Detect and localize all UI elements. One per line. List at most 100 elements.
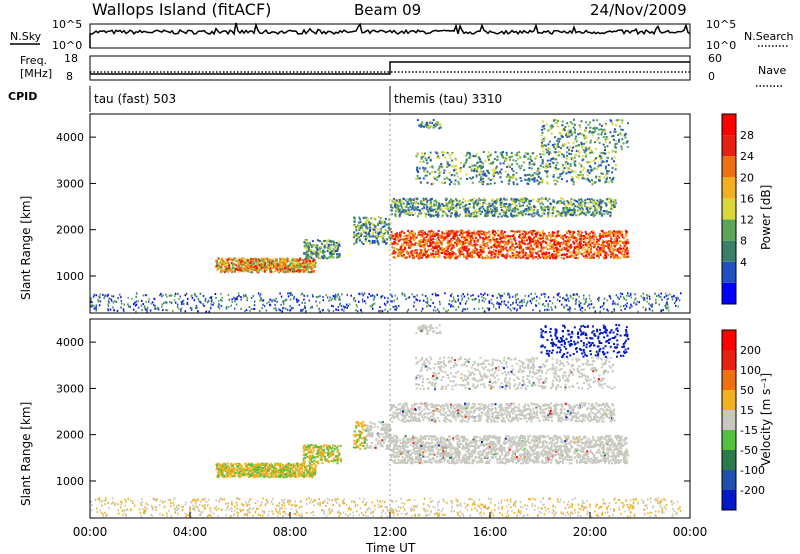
heat-cell: [576, 200, 579, 203]
heat-cell: [603, 248, 606, 251]
heat-cell: [453, 252, 456, 255]
scatter-cell: [137, 306, 140, 309]
heat-cell: [464, 205, 467, 208]
heat-cell: [409, 241, 412, 244]
heat-cell: [585, 250, 588, 253]
heat-cell: [547, 212, 550, 215]
heat-cell: [477, 215, 480, 218]
heat-cell: [498, 241, 501, 244]
heat-cell: [459, 177, 462, 180]
scatter-cell: [380, 295, 383, 298]
heat-cell: [361, 226, 364, 229]
heat-cell: [250, 263, 253, 266]
heat-cell: [609, 230, 612, 233]
scatter-cell: [576, 293, 578, 296]
heat-cell: [496, 198, 499, 201]
heat-cell: [459, 162, 462, 165]
heat-cell: [600, 243, 603, 246]
scatter-cell: [344, 306, 346, 309]
heat-cell: [312, 258, 315, 261]
heat-cell: [580, 246, 583, 249]
heat-cell: [624, 249, 627, 252]
scatter-cell: [120, 306, 122, 309]
heat-cell: [562, 207, 565, 210]
heat-cell: [605, 198, 608, 201]
scatter-cell: [664, 304, 666, 307]
heat-cell: [441, 233, 444, 236]
heat-cell: [596, 203, 599, 206]
scatter-cell: [401, 293, 404, 296]
scatter-cell: [303, 298, 305, 301]
heat-cell: [476, 249, 479, 252]
heat-cell: [437, 211, 440, 214]
scatter-cell: [565, 299, 567, 302]
heat-cell: [470, 236, 473, 239]
heat-cell: [481, 249, 484, 252]
heat-cell: [423, 203, 426, 206]
heat-cell: [621, 234, 624, 237]
heat-cell: [306, 263, 309, 266]
heat-cell: [581, 211, 584, 214]
heat-cell: [435, 251, 438, 254]
heat-cell: [485, 257, 488, 260]
heat-cell: [328, 256, 331, 259]
heat-cell: [404, 199, 407, 202]
heat-cell: [479, 252, 482, 255]
scatter-cell: [395, 305, 397, 308]
heat-cell: [530, 199, 533, 202]
heat-cell: [466, 251, 469, 254]
heat-cell: [472, 197, 475, 200]
scatter-cell: [464, 308, 467, 311]
heat-cell: [467, 200, 470, 203]
heat-cell: [478, 202, 481, 205]
heat-cell: [527, 213, 530, 216]
scatter-cell: [415, 308, 417, 311]
heat-cell: [528, 203, 531, 206]
heat-cell: [231, 271, 234, 274]
heat-cell: [548, 153, 551, 156]
heat-cell: [564, 243, 567, 246]
heat-cell: [527, 246, 530, 249]
heat-cell: [443, 236, 446, 239]
heat-cell: [601, 229, 604, 232]
heat-cell: [467, 214, 470, 217]
heat-cell: [518, 255, 521, 258]
heat-cell: [586, 236, 589, 239]
heat-cell: [542, 232, 545, 235]
heat-cell: [557, 249, 560, 252]
heat-cell: [568, 233, 571, 236]
scatter-cell: [631, 305, 633, 308]
scatter-cell: [415, 298, 417, 301]
scatter-cell: [408, 296, 411, 299]
heat-cell: [485, 254, 488, 257]
scatter-cell: [322, 299, 325, 302]
scatter-cell: [225, 306, 228, 309]
heat-cell: [563, 200, 566, 203]
heat-cell: [505, 153, 508, 156]
heat-cell: [610, 237, 613, 240]
scatter-cell: [271, 299, 273, 302]
scatter-cell: [499, 295, 502, 298]
heat-cell: [589, 239, 592, 242]
heat-cell: [247, 267, 250, 270]
scatter-cell: [176, 305, 179, 308]
heat-cell: [533, 248, 536, 251]
heat-cell: [536, 232, 539, 235]
scatter-cell: [342, 305, 345, 308]
scatter-cell: [655, 301, 657, 304]
heat-cell: [417, 243, 420, 246]
heat-cell: [334, 247, 337, 250]
heat-cell: [495, 209, 498, 212]
scatter-cell: [305, 310, 307, 313]
scatter-cell: [503, 292, 506, 295]
heat-cell: [473, 239, 476, 242]
scatter-cell: [90, 297, 92, 300]
heat-cell: [547, 208, 550, 211]
scatter-cell: [142, 294, 144, 297]
heat-cell: [512, 244, 515, 247]
heat-cell: [593, 244, 596, 247]
heat-cell: [572, 240, 575, 243]
scatter-cell: [370, 294, 372, 297]
scatter-cell: [463, 295, 466, 298]
heat-cell: [282, 257, 285, 260]
